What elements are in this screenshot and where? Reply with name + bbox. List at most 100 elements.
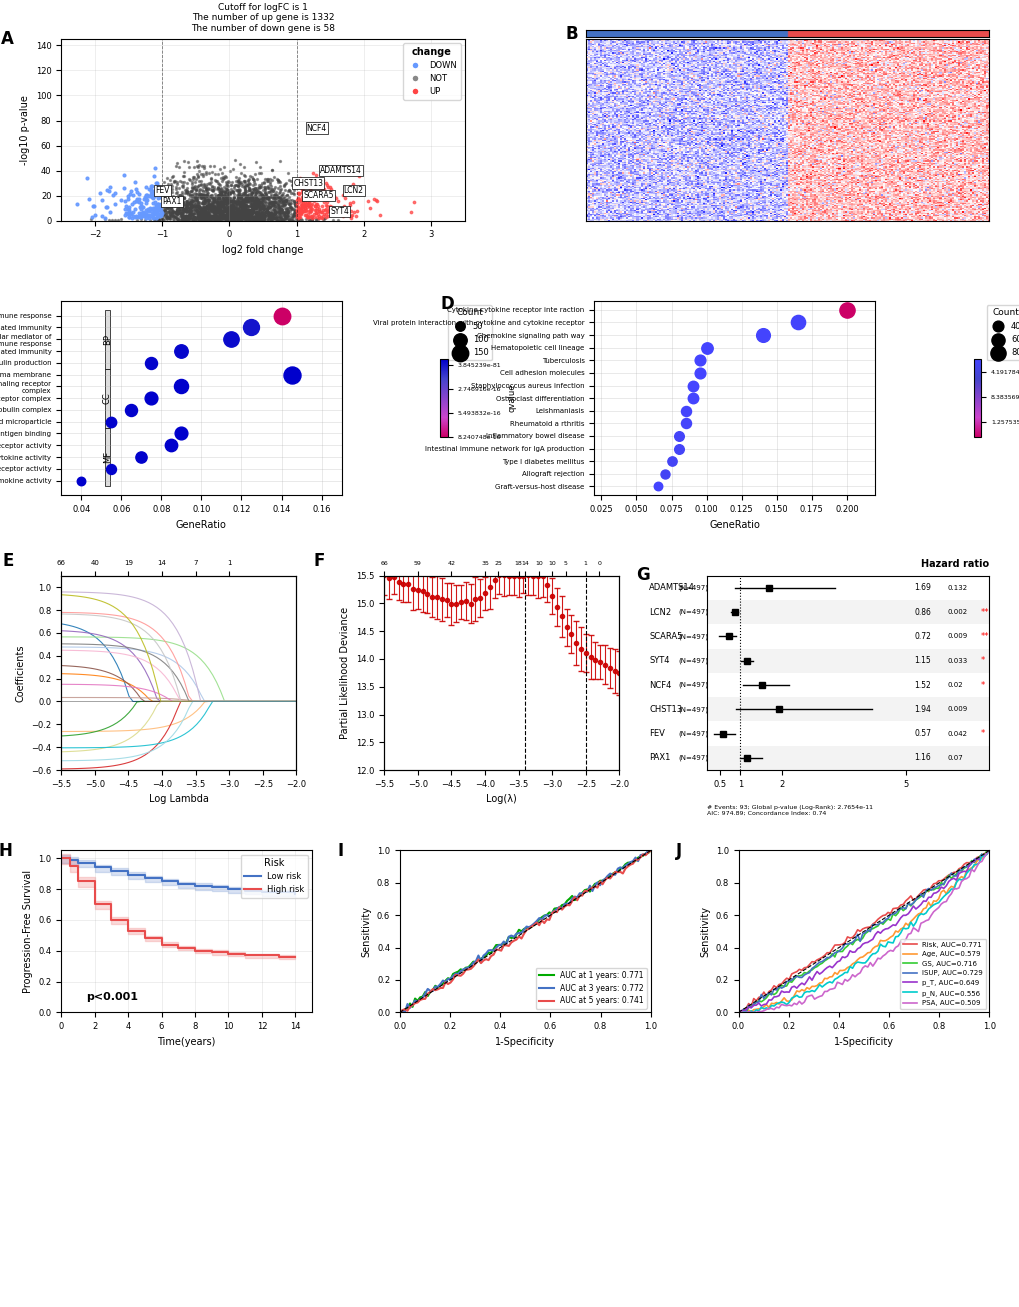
Point [259, 182, 275, 203]
Point [193, 197, 209, 218]
Point [248, 192, 264, 213]
Point [260, 204, 276, 225]
Point [238, 203, 255, 223]
Point [191, 210, 207, 231]
Point [248, 197, 264, 218]
Point [282, 199, 299, 220]
Point [250, 207, 266, 227]
Point [161, 200, 177, 221]
Point [230, 171, 247, 192]
Point [247, 174, 263, 195]
Point [225, 203, 242, 223]
Point [147, 200, 163, 221]
Point [263, 209, 279, 230]
Bar [706, 648, 988, 673]
Low risk [63, 852, 75, 868]
High risk [139, 923, 151, 938]
Point [227, 208, 244, 229]
Age, AUC=0.579 [732, 1005, 744, 1021]
Point [221, 209, 237, 230]
Point [216, 182, 232, 203]
Point [199, 186, 215, 207]
Point [277, 180, 293, 201]
Point [140, 204, 156, 225]
Point [211, 207, 227, 227]
Point [243, 196, 259, 217]
Text: CC: CC [103, 392, 112, 404]
Point [168, 156, 184, 176]
Point [183, 210, 200, 231]
Point [242, 201, 258, 222]
Point [146, 208, 162, 229]
Point [218, 209, 234, 230]
Point [265, 196, 281, 217]
Point [257, 176, 273, 197]
Point [251, 195, 267, 216]
Point [338, 203, 355, 223]
Text: MF: MF [103, 451, 112, 463]
Point [176, 193, 193, 214]
Point [218, 179, 234, 200]
Point [226, 205, 243, 226]
Point [264, 208, 280, 229]
Point [276, 201, 292, 222]
Point [256, 195, 272, 216]
Point [265, 208, 281, 229]
Point [268, 208, 284, 229]
Point [209, 197, 225, 218]
Point [224, 195, 240, 216]
Point [172, 201, 189, 222]
Point [262, 205, 278, 226]
PSA, AUC=0.509 [861, 959, 873, 975]
AUC at 1 years: 0.771: (0, 0): 0.771: (0, 0) [393, 1005, 406, 1021]
Point [225, 196, 242, 217]
Point [244, 187, 260, 208]
Point [199, 199, 215, 220]
Point [258, 205, 274, 226]
Point [184, 208, 201, 229]
Point [206, 191, 222, 212]
Point [219, 179, 235, 200]
Point [180, 200, 197, 221]
Point [173, 210, 190, 231]
Point [231, 186, 248, 207]
Point [211, 204, 227, 225]
Point [291, 200, 308, 221]
Point [249, 178, 265, 199]
Point [233, 200, 250, 221]
Point [248, 190, 264, 210]
Point [253, 176, 269, 197]
Point [210, 196, 226, 217]
Point [152, 207, 168, 227]
Point [144, 175, 160, 196]
Point [181, 193, 198, 214]
Point [300, 183, 316, 204]
Point [247, 197, 263, 218]
Point [194, 201, 210, 222]
Point [196, 205, 212, 226]
Point [187, 184, 204, 205]
Point [182, 208, 199, 229]
Point [254, 184, 270, 205]
Point [280, 210, 297, 231]
Point [231, 209, 248, 230]
Point [196, 187, 212, 208]
Point [249, 208, 265, 229]
Point [308, 197, 324, 218]
Point [245, 169, 261, 190]
Y-axis label: Partial Likelihood Deviance: Partial Likelihood Deviance [340, 606, 351, 738]
Point [237, 208, 254, 229]
Point [205, 197, 221, 218]
Point [300, 207, 316, 227]
Point [280, 169, 297, 190]
Point [231, 195, 248, 216]
Point [222, 204, 238, 225]
Point [218, 209, 234, 230]
Point [233, 174, 250, 195]
Point [230, 171, 247, 192]
Point [289, 193, 306, 214]
Point [183, 192, 200, 213]
Point [266, 207, 282, 227]
Point [157, 192, 173, 213]
Point [144, 204, 160, 225]
